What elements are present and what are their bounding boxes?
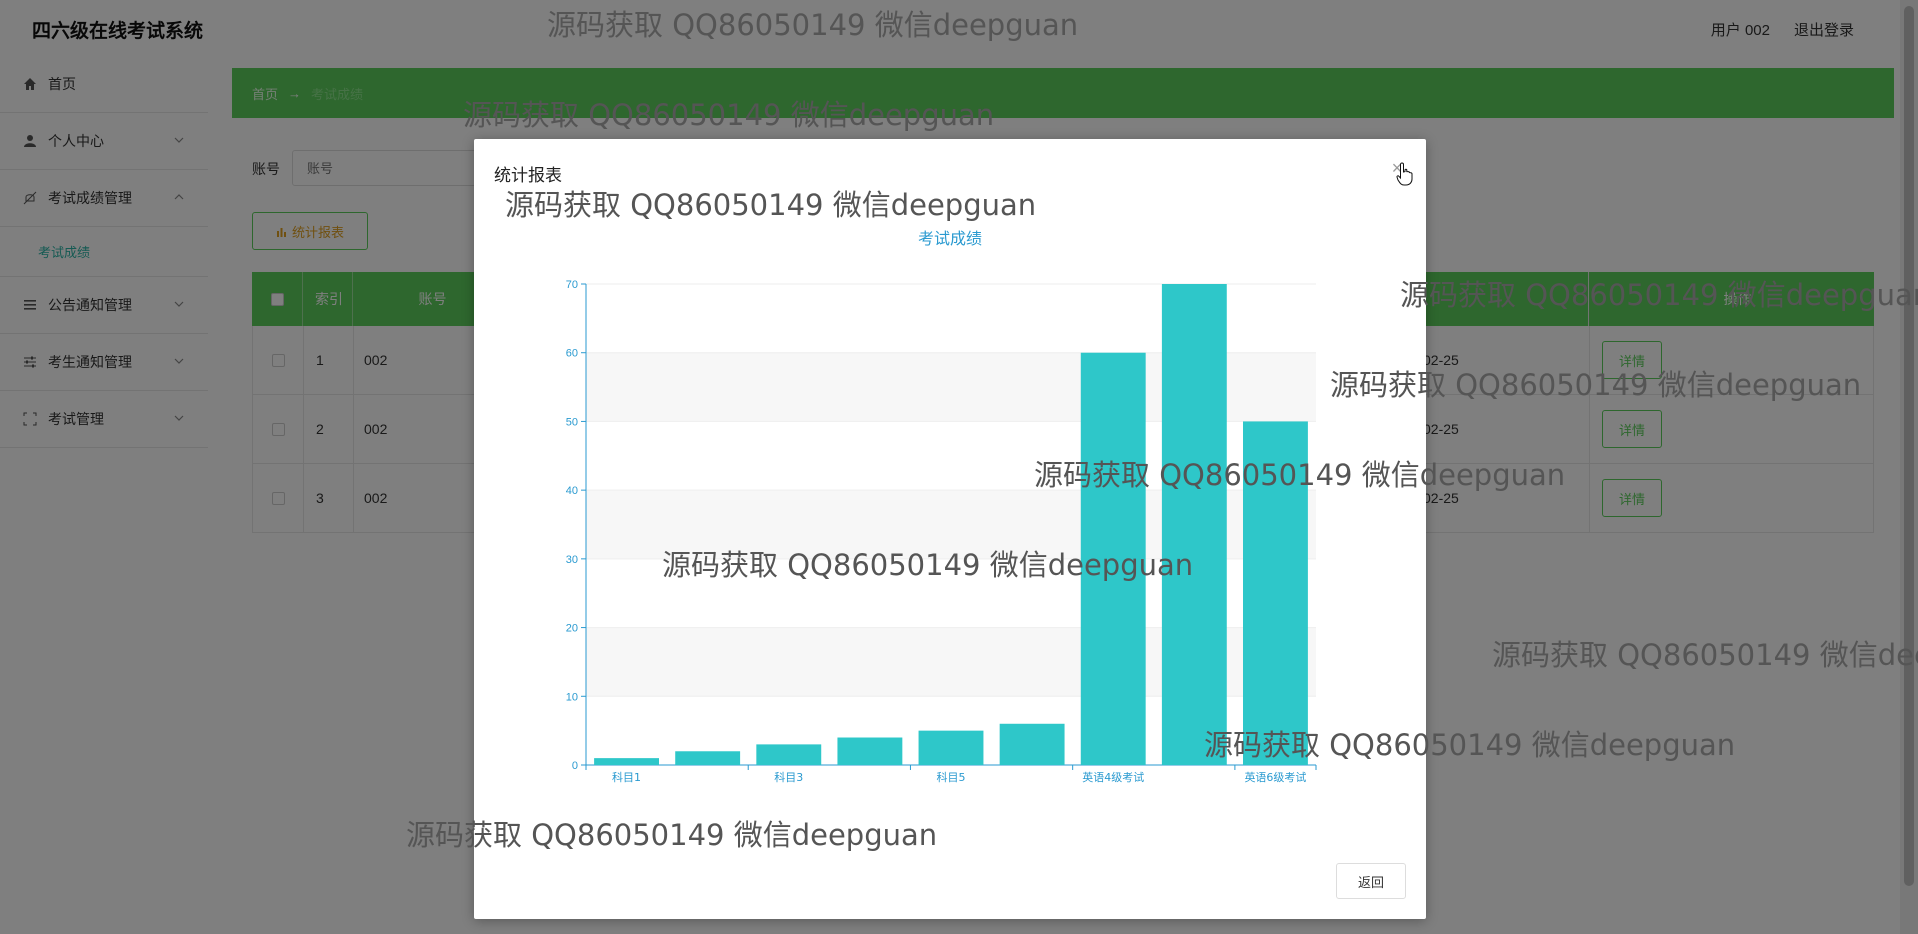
bar xyxy=(999,723,1065,765)
y-tick-label: 10 xyxy=(566,691,578,703)
y-tick-label: 0 xyxy=(572,760,578,772)
bar xyxy=(1161,284,1227,765)
x-tick-label: 科目5 xyxy=(937,770,966,784)
x-tick-label: 英语6级考试 xyxy=(1244,770,1306,784)
bar xyxy=(918,730,984,765)
hand-cursor-icon xyxy=(1396,162,1413,186)
x-tick-label: 英语4级考试 xyxy=(1082,770,1144,784)
x-tick-label: 科目3 xyxy=(774,770,803,784)
score-bar-chart: 0 10 20 30 40 50 60 70 科目1 科目3 科目5 英语4级考试 英语6级考试 xyxy=(566,279,1317,784)
bar xyxy=(756,744,822,765)
x-tick-label: 科目1 xyxy=(612,770,641,784)
chart-title: 考试成绩 xyxy=(917,231,982,248)
y-tick-label: 70 xyxy=(566,279,578,291)
back-button[interactable]: 返回 xyxy=(1336,863,1406,899)
bar xyxy=(1243,421,1308,765)
bar xyxy=(1080,352,1146,765)
y-tick-label: 60 xyxy=(566,348,578,360)
bar xyxy=(675,751,741,765)
y-tick-label: 40 xyxy=(566,485,578,497)
modal-title: 统计报表 xyxy=(494,166,562,185)
close-icon[interactable]: × xyxy=(1391,158,1403,178)
y-tick-label: 30 xyxy=(566,554,578,566)
y-tick-label: 50 xyxy=(566,416,578,428)
report-modal: 统计报表 × 考试成绩 0 10 20 30 40 50 60 70 科目1 科目3 科目5 英语4级… xyxy=(474,139,1426,919)
y-tick-label: 20 xyxy=(566,623,578,635)
bar xyxy=(837,737,903,765)
bar xyxy=(594,758,659,765)
